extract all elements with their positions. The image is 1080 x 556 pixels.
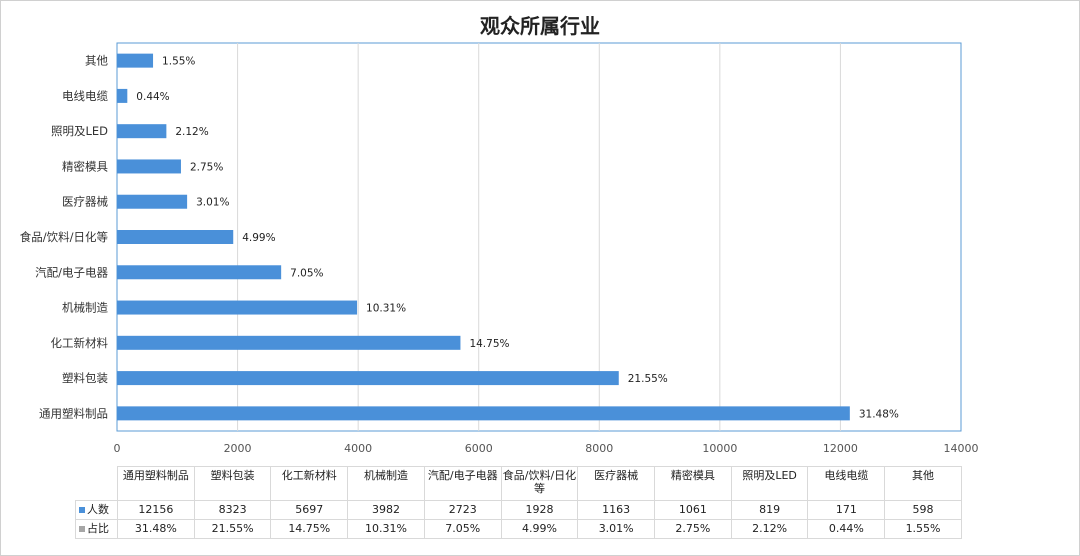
category-label: 食品/饮料/日化等 [20,230,108,244]
table-cell: 2.75% [654,519,732,539]
legend-swatch [79,507,85,513]
table-header-cell: 塑料包装 [193,466,272,501]
x-tick-label: 2000 [224,442,252,455]
category-label: 化工新材料 [51,336,109,350]
table-cell: 2.12% [730,519,809,539]
data-label: 2.12% [175,126,208,138]
table-corner [76,467,118,501]
bar [117,159,181,174]
table-cell: 171 [807,500,886,520]
table-header-cell: 化工新材料 [270,466,349,501]
category-label: 通用塑料制品 [39,406,108,420]
table-cell: 4.99% [500,519,579,539]
data-label: 21.55% [628,373,668,385]
table-header-cell: 其他 [884,466,962,501]
table-cell: 1061 [654,500,732,520]
table-cell: 598 [884,500,962,520]
category-label: 电线电缆 [62,89,108,103]
data-label: 4.99% [242,232,275,244]
data-label: 7.05% [290,267,323,279]
bar [117,53,154,68]
table-cell: 3982 [347,500,425,520]
bar [117,335,461,350]
data-label: 0.44% [136,91,169,103]
table-cell: 31.48% [117,519,195,539]
table-cell: 8323 [193,500,272,520]
table-header-cell: 精密模具 [654,466,732,501]
category-label: 塑料包装 [62,371,108,385]
data-label: 1.55% [162,56,195,68]
bar [117,371,619,386]
table-cell: 21.55% [193,519,272,539]
data-label: 10.31% [366,303,406,315]
bar [117,124,167,139]
table-header-cell: 机械制造 [347,466,425,501]
table-header-cell: 电线电缆 [807,466,886,501]
chart-title: 观众所属行业 [480,14,600,38]
bar [117,230,234,244]
bar-chart: 通用塑料制品 31.48% 塑料包装 21.55% 化工新材料 14.75% 机械制造 10.… [20,42,979,455]
bar [117,194,188,209]
data-label: 2.75% [190,161,223,173]
table-row: 占比 31.48% 21.55% 14.75% 10.31% 7.05% 4.99% 3.01… [75,519,962,539]
legend-swatch [79,526,85,532]
table-cell: 819 [730,500,809,520]
category-label: 照明及LED [51,124,108,138]
table-cell: 5697 [270,500,349,520]
series-legend-key: 占比 [75,519,118,539]
data-label: 3.01% [196,197,229,209]
table-cell: 3.01% [577,519,656,539]
x-tick-label: 14000 [944,442,979,455]
x-tick-label: 4000 [344,442,372,455]
bar [117,265,282,280]
table-cell: 0.44% [807,519,886,539]
table-cell: 10.31% [347,519,425,539]
category-label: 精密模具 [62,159,108,173]
data-label: 31.48% [859,408,899,420]
x-tick-label: 10000 [702,442,737,455]
table-header-cell: 通用塑料制品 [117,466,195,501]
category-label: 医疗器械 [62,195,108,209]
data-label: 14.75% [469,338,509,350]
table-cell: 12156 [117,500,195,520]
bar [117,406,850,421]
table-header-cell: 照明及LED [730,466,809,501]
x-tick-label: 0 [114,442,121,455]
table-header-cell: 医疗器械 [577,466,656,501]
category-label: 其他 [85,54,108,68]
x-tick-label: 6000 [465,442,493,455]
bar [117,88,128,103]
series-legend-key: 人数 [75,500,118,520]
table-cell: 7.05% [423,519,502,539]
table-cell: 2723 [423,500,502,520]
data-table: 通用塑料制品 塑料包装 化工新材料 机械制造 汽配/电子电器 食品/饮料/日化等 医疗器械精… [75,466,962,539]
table-cell: 1.55% [884,519,962,539]
x-tick-label: 8000 [585,442,613,455]
table-cell: 1928 [500,500,579,520]
table-header-cell: 食品/饮料/日化等 [500,466,579,501]
table-header-cell: 汽配/电子电器 [423,466,502,501]
table-row: 人数 12156 8323 5697 3982 2723 1928 1163 1061 819 17… [75,500,962,520]
category-label: 汽配/电子电器 [35,265,108,279]
category-label: 机械制造 [62,301,108,315]
table-cell: 14.75% [270,519,349,539]
x-tick-label: 12000 [823,442,858,455]
bar [117,300,358,315]
table-cell: 1163 [577,500,656,520]
